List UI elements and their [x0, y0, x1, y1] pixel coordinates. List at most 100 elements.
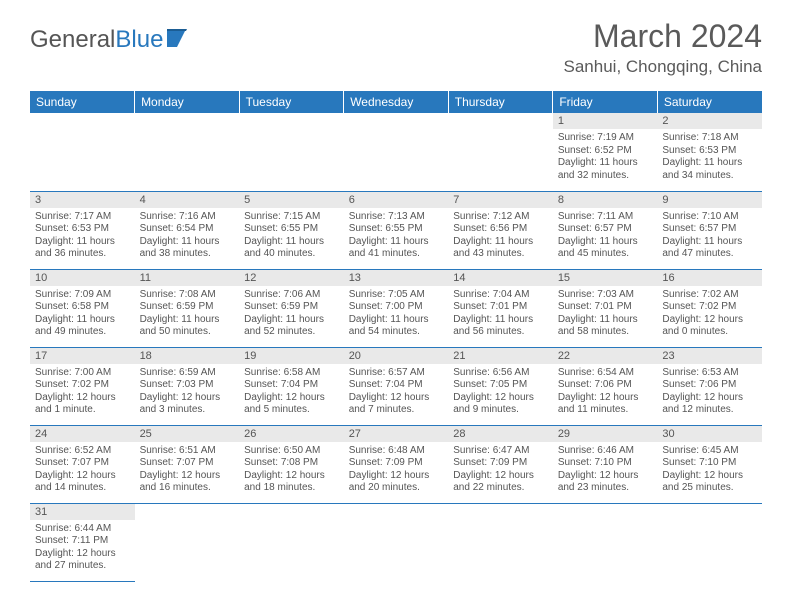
day-number: 5 — [239, 192, 344, 208]
day-number: 31 — [30, 504, 135, 520]
calendar-cell: 31Sunrise: 6:44 AMSunset: 7:11 PMDayligh… — [30, 503, 135, 581]
day-number: 29 — [553, 426, 658, 442]
day-number: 9 — [657, 192, 762, 208]
calendar-cell: 20Sunrise: 6:57 AMSunset: 7:04 PMDayligh… — [344, 347, 449, 425]
day-info: Sunrise: 6:57 AMSunset: 7:04 PMDaylight:… — [344, 364, 449, 421]
calendar-table: SundayMondayTuesdayWednesdayThursdayFrid… — [30, 91, 762, 582]
calendar-cell: 14Sunrise: 7:04 AMSunset: 7:01 PMDayligh… — [448, 269, 553, 347]
day-number: 15 — [553, 270, 658, 286]
day-info: Sunrise: 7:10 AMSunset: 6:57 PMDaylight:… — [657, 208, 762, 265]
calendar-cell — [448, 113, 553, 191]
day-number: 18 — [135, 348, 240, 364]
calendar-cell: 13Sunrise: 7:05 AMSunset: 7:00 PMDayligh… — [344, 269, 449, 347]
title-block: March 2024 Sanhui, Chongqing, China — [564, 18, 762, 77]
day-info: Sunrise: 6:48 AMSunset: 7:09 PMDaylight:… — [344, 442, 449, 499]
weekday-header: Sunday — [30, 91, 135, 113]
calendar-cell: 30Sunrise: 6:45 AMSunset: 7:10 PMDayligh… — [657, 425, 762, 503]
header: GeneralBlue March 2024 Sanhui, Chongqing… — [0, 0, 792, 83]
day-number: 19 — [239, 348, 344, 364]
calendar-row: 24Sunrise: 6:52 AMSunset: 7:07 PMDayligh… — [30, 425, 762, 503]
day-info: Sunrise: 7:02 AMSunset: 7:02 PMDaylight:… — [657, 286, 762, 343]
calendar-cell — [239, 503, 344, 581]
day-number: 10 — [30, 270, 135, 286]
calendar-cell — [239, 113, 344, 191]
day-info: Sunrise: 7:09 AMSunset: 6:58 PMDaylight:… — [30, 286, 135, 343]
calendar-cell: 22Sunrise: 6:54 AMSunset: 7:06 PMDayligh… — [553, 347, 658, 425]
day-number: 4 — [135, 192, 240, 208]
logo: GeneralBlue — [30, 26, 193, 54]
day-number: 27 — [344, 426, 449, 442]
day-info: Sunrise: 6:53 AMSunset: 7:06 PMDaylight:… — [657, 364, 762, 421]
day-info: Sunrise: 7:15 AMSunset: 6:55 PMDaylight:… — [239, 208, 344, 265]
calendar-cell: 27Sunrise: 6:48 AMSunset: 7:09 PMDayligh… — [344, 425, 449, 503]
day-info: Sunrise: 7:18 AMSunset: 6:53 PMDaylight:… — [657, 129, 762, 186]
day-info: Sunrise: 6:44 AMSunset: 7:11 PMDaylight:… — [30, 520, 135, 577]
day-info: Sunrise: 7:04 AMSunset: 7:01 PMDaylight:… — [448, 286, 553, 343]
day-info: Sunrise: 7:13 AMSunset: 6:55 PMDaylight:… — [344, 208, 449, 265]
calendar-cell — [448, 503, 553, 581]
calendar-cell: 19Sunrise: 6:58 AMSunset: 7:04 PMDayligh… — [239, 347, 344, 425]
calendar-cell — [657, 503, 762, 581]
day-info: Sunrise: 6:59 AMSunset: 7:03 PMDaylight:… — [135, 364, 240, 421]
calendar-cell: 10Sunrise: 7:09 AMSunset: 6:58 PMDayligh… — [30, 269, 135, 347]
calendar-cell: 9Sunrise: 7:10 AMSunset: 6:57 PMDaylight… — [657, 191, 762, 269]
day-info: Sunrise: 6:52 AMSunset: 7:07 PMDaylight:… — [30, 442, 135, 499]
weekday-header: Tuesday — [239, 91, 344, 113]
weekday-header: Monday — [135, 91, 240, 113]
calendar-cell: 11Sunrise: 7:08 AMSunset: 6:59 PMDayligh… — [135, 269, 240, 347]
calendar-cell: 29Sunrise: 6:46 AMSunset: 7:10 PMDayligh… — [553, 425, 658, 503]
day-number: 21 — [448, 348, 553, 364]
day-number: 12 — [239, 270, 344, 286]
day-number: 1 — [553, 113, 658, 129]
day-info: Sunrise: 6:54 AMSunset: 7:06 PMDaylight:… — [553, 364, 658, 421]
weekday-header: Thursday — [448, 91, 553, 113]
day-number: 22 — [553, 348, 658, 364]
day-info: Sunrise: 6:50 AMSunset: 7:08 PMDaylight:… — [239, 442, 344, 499]
day-number: 7 — [448, 192, 553, 208]
day-number: 16 — [657, 270, 762, 286]
calendar-cell: 16Sunrise: 7:02 AMSunset: 7:02 PMDayligh… — [657, 269, 762, 347]
calendar-cell: 4Sunrise: 7:16 AMSunset: 6:54 PMDaylight… — [135, 191, 240, 269]
day-info: Sunrise: 7:17 AMSunset: 6:53 PMDaylight:… — [30, 208, 135, 265]
calendar-row: 10Sunrise: 7:09 AMSunset: 6:58 PMDayligh… — [30, 269, 762, 347]
day-number: 20 — [344, 348, 449, 364]
day-number: 8 — [553, 192, 658, 208]
calendar-cell: 25Sunrise: 6:51 AMSunset: 7:07 PMDayligh… — [135, 425, 240, 503]
day-info: Sunrise: 6:58 AMSunset: 7:04 PMDaylight:… — [239, 364, 344, 421]
logo-text-2: Blue — [115, 26, 163, 54]
calendar-cell: 24Sunrise: 6:52 AMSunset: 7:07 PMDayligh… — [30, 425, 135, 503]
calendar-row: 31Sunrise: 6:44 AMSunset: 7:11 PMDayligh… — [30, 503, 762, 581]
day-info: Sunrise: 7:11 AMSunset: 6:57 PMDaylight:… — [553, 208, 658, 265]
weekday-header: Saturday — [657, 91, 762, 113]
day-info: Sunrise: 7:08 AMSunset: 6:59 PMDaylight:… — [135, 286, 240, 343]
calendar-cell: 12Sunrise: 7:06 AMSunset: 6:59 PMDayligh… — [239, 269, 344, 347]
day-number: 11 — [135, 270, 240, 286]
calendar-cell: 17Sunrise: 7:00 AMSunset: 7:02 PMDayligh… — [30, 347, 135, 425]
calendar-row: 1Sunrise: 7:19 AMSunset: 6:52 PMDaylight… — [30, 113, 762, 191]
day-number: 17 — [30, 348, 135, 364]
day-info: Sunrise: 7:00 AMSunset: 7:02 PMDaylight:… — [30, 364, 135, 421]
calendar-cell: 15Sunrise: 7:03 AMSunset: 7:01 PMDayligh… — [553, 269, 658, 347]
calendar-cell: 8Sunrise: 7:11 AMSunset: 6:57 PMDaylight… — [553, 191, 658, 269]
flag-icon — [167, 26, 193, 54]
day-info: Sunrise: 7:03 AMSunset: 7:01 PMDaylight:… — [553, 286, 658, 343]
day-number: 23 — [657, 348, 762, 364]
weekday-row: SundayMondayTuesdayWednesdayThursdayFrid… — [30, 91, 762, 113]
weekday-header: Friday — [553, 91, 658, 113]
calendar-cell — [30, 113, 135, 191]
calendar-cell: 6Sunrise: 7:13 AMSunset: 6:55 PMDaylight… — [344, 191, 449, 269]
day-info: Sunrise: 6:47 AMSunset: 7:09 PMDaylight:… — [448, 442, 553, 499]
calendar-cell: 21Sunrise: 6:56 AMSunset: 7:05 PMDayligh… — [448, 347, 553, 425]
location: Sanhui, Chongqing, China — [564, 57, 762, 77]
day-info: Sunrise: 7:05 AMSunset: 7:00 PMDaylight:… — [344, 286, 449, 343]
calendar-cell: 2Sunrise: 7:18 AMSunset: 6:53 PMDaylight… — [657, 113, 762, 191]
calendar-cell — [344, 113, 449, 191]
day-info: Sunrise: 6:51 AMSunset: 7:07 PMDaylight:… — [135, 442, 240, 499]
calendar-cell: 3Sunrise: 7:17 AMSunset: 6:53 PMDaylight… — [30, 191, 135, 269]
day-number: 24 — [30, 426, 135, 442]
day-number: 2 — [657, 113, 762, 129]
month-title: March 2024 — [564, 18, 762, 55]
day-number: 3 — [30, 192, 135, 208]
logo-text-1: General — [30, 26, 115, 54]
day-number: 30 — [657, 426, 762, 442]
